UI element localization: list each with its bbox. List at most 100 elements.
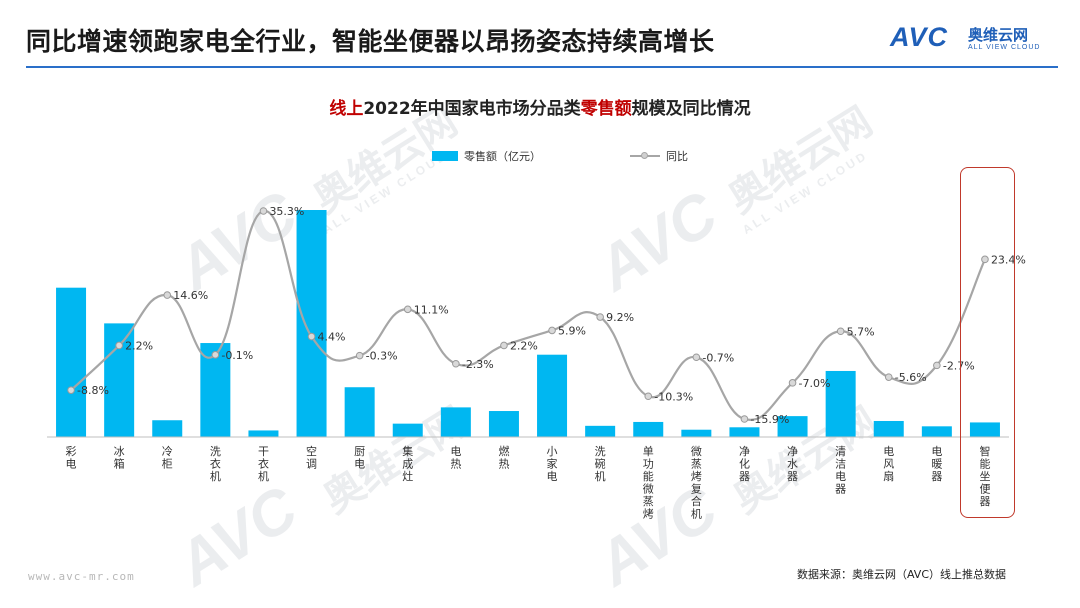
yoy-point [452, 359, 460, 368]
bar [488, 411, 519, 437]
category-label: 厨电 [354, 445, 365, 471]
yoy-point [596, 313, 604, 321]
yoy-point [115, 341, 123, 350]
yoy-point [644, 392, 653, 401]
yoy-point [211, 351, 220, 359]
yoy-label: 35.3% [269, 205, 304, 218]
category-label: 电暖器 [931, 445, 942, 483]
bar [392, 423, 423, 437]
yoy-label: -10.3% [654, 390, 693, 403]
logo-mark: AVC [890, 22, 949, 52]
chart-title: 线上2022年中国家电市场分品类零售额规模及同比情况 [0, 94, 1080, 119]
yoy-label: 14.6% [173, 289, 208, 302]
bar [248, 430, 279, 437]
website-url: www.avc-mr.com [28, 570, 135, 583]
bar [825, 370, 856, 437]
bar [440, 407, 471, 437]
highlight-box [960, 167, 1015, 518]
yoy-label: 2.2% [125, 339, 153, 352]
legend-label: 零售额（亿元） [464, 150, 541, 163]
legend-item-yoy: 同比 [630, 148, 688, 164]
category-label: 电热 [450, 445, 461, 471]
yoy-label: 23.4% [991, 253, 1026, 266]
bar [200, 343, 231, 437]
bar [873, 420, 904, 437]
yoy-point [259, 207, 268, 215]
yoy-point [163, 291, 172, 299]
yoy-point [981, 255, 989, 264]
bar [969, 422, 1000, 437]
yoy-point [788, 379, 797, 387]
yoy-label: -7.0% [799, 377, 831, 390]
yoy-point [307, 332, 316, 341]
avc-logo: AVC 奥维云网 ALL VIEW CLOUD [890, 22, 1060, 56]
yoy-label: -0.1% [221, 349, 253, 362]
category-label: 微蒸烤复合机 [691, 444, 702, 521]
category-label: 集成灶 [402, 444, 413, 483]
bar [344, 387, 375, 437]
header-divider [26, 66, 1058, 68]
legend-bar-swatch [432, 151, 458, 161]
yoy-point [67, 386, 75, 394]
bar [681, 429, 712, 437]
category-label: 干衣机 [258, 445, 269, 483]
category-label: 燃热 [498, 444, 509, 471]
yoy-point [355, 351, 364, 360]
yoy-label: 5.9% [558, 324, 586, 337]
legend-line-swatch [630, 151, 660, 161]
category-label: 冰箱 [114, 445, 125, 471]
category-label: 电风扇 [883, 445, 894, 483]
yoy-point [403, 305, 412, 314]
category-label: 洗碗机 [595, 445, 606, 483]
category-label: 清洁电器 [835, 445, 846, 496]
chart-title-part: 规模及同比情况 [631, 99, 751, 119]
category-label: 智能坐便器 [979, 444, 990, 508]
bar [729, 427, 760, 437]
yoy-label: -2.7% [943, 359, 975, 372]
yoy-point [884, 373, 893, 381]
data-source: 数据来源：奥维云网（AVC）线上推总数据 [796, 568, 1006, 581]
yoy-label: 4.4% [318, 331, 346, 344]
yoy-point [933, 361, 941, 370]
legend-item-sales: 零售额（亿元） [432, 148, 541, 164]
category-label: 单功能微蒸烤 [643, 445, 654, 521]
yoy-point [692, 353, 701, 362]
yoy-label: 9.2% [606, 311, 634, 324]
yoy-label: 5.7% [847, 325, 875, 338]
chart-title-part: 线上 [329, 99, 364, 119]
category-label: 冷柜 [162, 445, 173, 471]
logo-cn-text: 奥维云网 [968, 26, 1029, 44]
category-label: 小家电 [547, 445, 558, 483]
yoy-label: -2.3% [462, 358, 494, 371]
chart-title-part: 2022年中国家电市场分品类 [363, 99, 581, 119]
bar [777, 416, 808, 437]
category-label: 净化器 [739, 444, 750, 483]
category-label: 空调 [306, 444, 317, 471]
yoy-point [836, 327, 845, 336]
category-label: 彩电 [66, 445, 77, 471]
yoy-label: -5.6% [895, 371, 927, 384]
legend-label: 同比 [666, 150, 688, 163]
yoy-label: -0.3% [366, 350, 398, 363]
yoy-label: -0.7% [702, 351, 734, 364]
bar [633, 421, 664, 437]
bar [585, 425, 616, 437]
bar [921, 426, 952, 437]
bar [296, 210, 327, 437]
yoy-label: 11.1% [414, 303, 449, 316]
bar [152, 420, 183, 437]
category-label: 洗衣机 [210, 445, 221, 483]
yoy-point [548, 326, 556, 335]
bar [537, 354, 568, 437]
yoy-label: -15.9% [750, 413, 789, 426]
yoy-label: 2.2% [510, 339, 538, 352]
logo-en-text: ALL VIEW CLOUD [968, 44, 1041, 51]
category-label: 净水器 [787, 444, 798, 483]
yoy-point [740, 415, 749, 423]
bar [56, 287, 87, 437]
yoy-label: -8.8% [77, 384, 109, 397]
page-title: 同比增速领跑家电全行业，智能坐便器以昂扬姿态持续高增长 [26, 27, 715, 56]
yoy-point [500, 341, 508, 350]
chart-title-part: 零售额 [580, 99, 632, 119]
